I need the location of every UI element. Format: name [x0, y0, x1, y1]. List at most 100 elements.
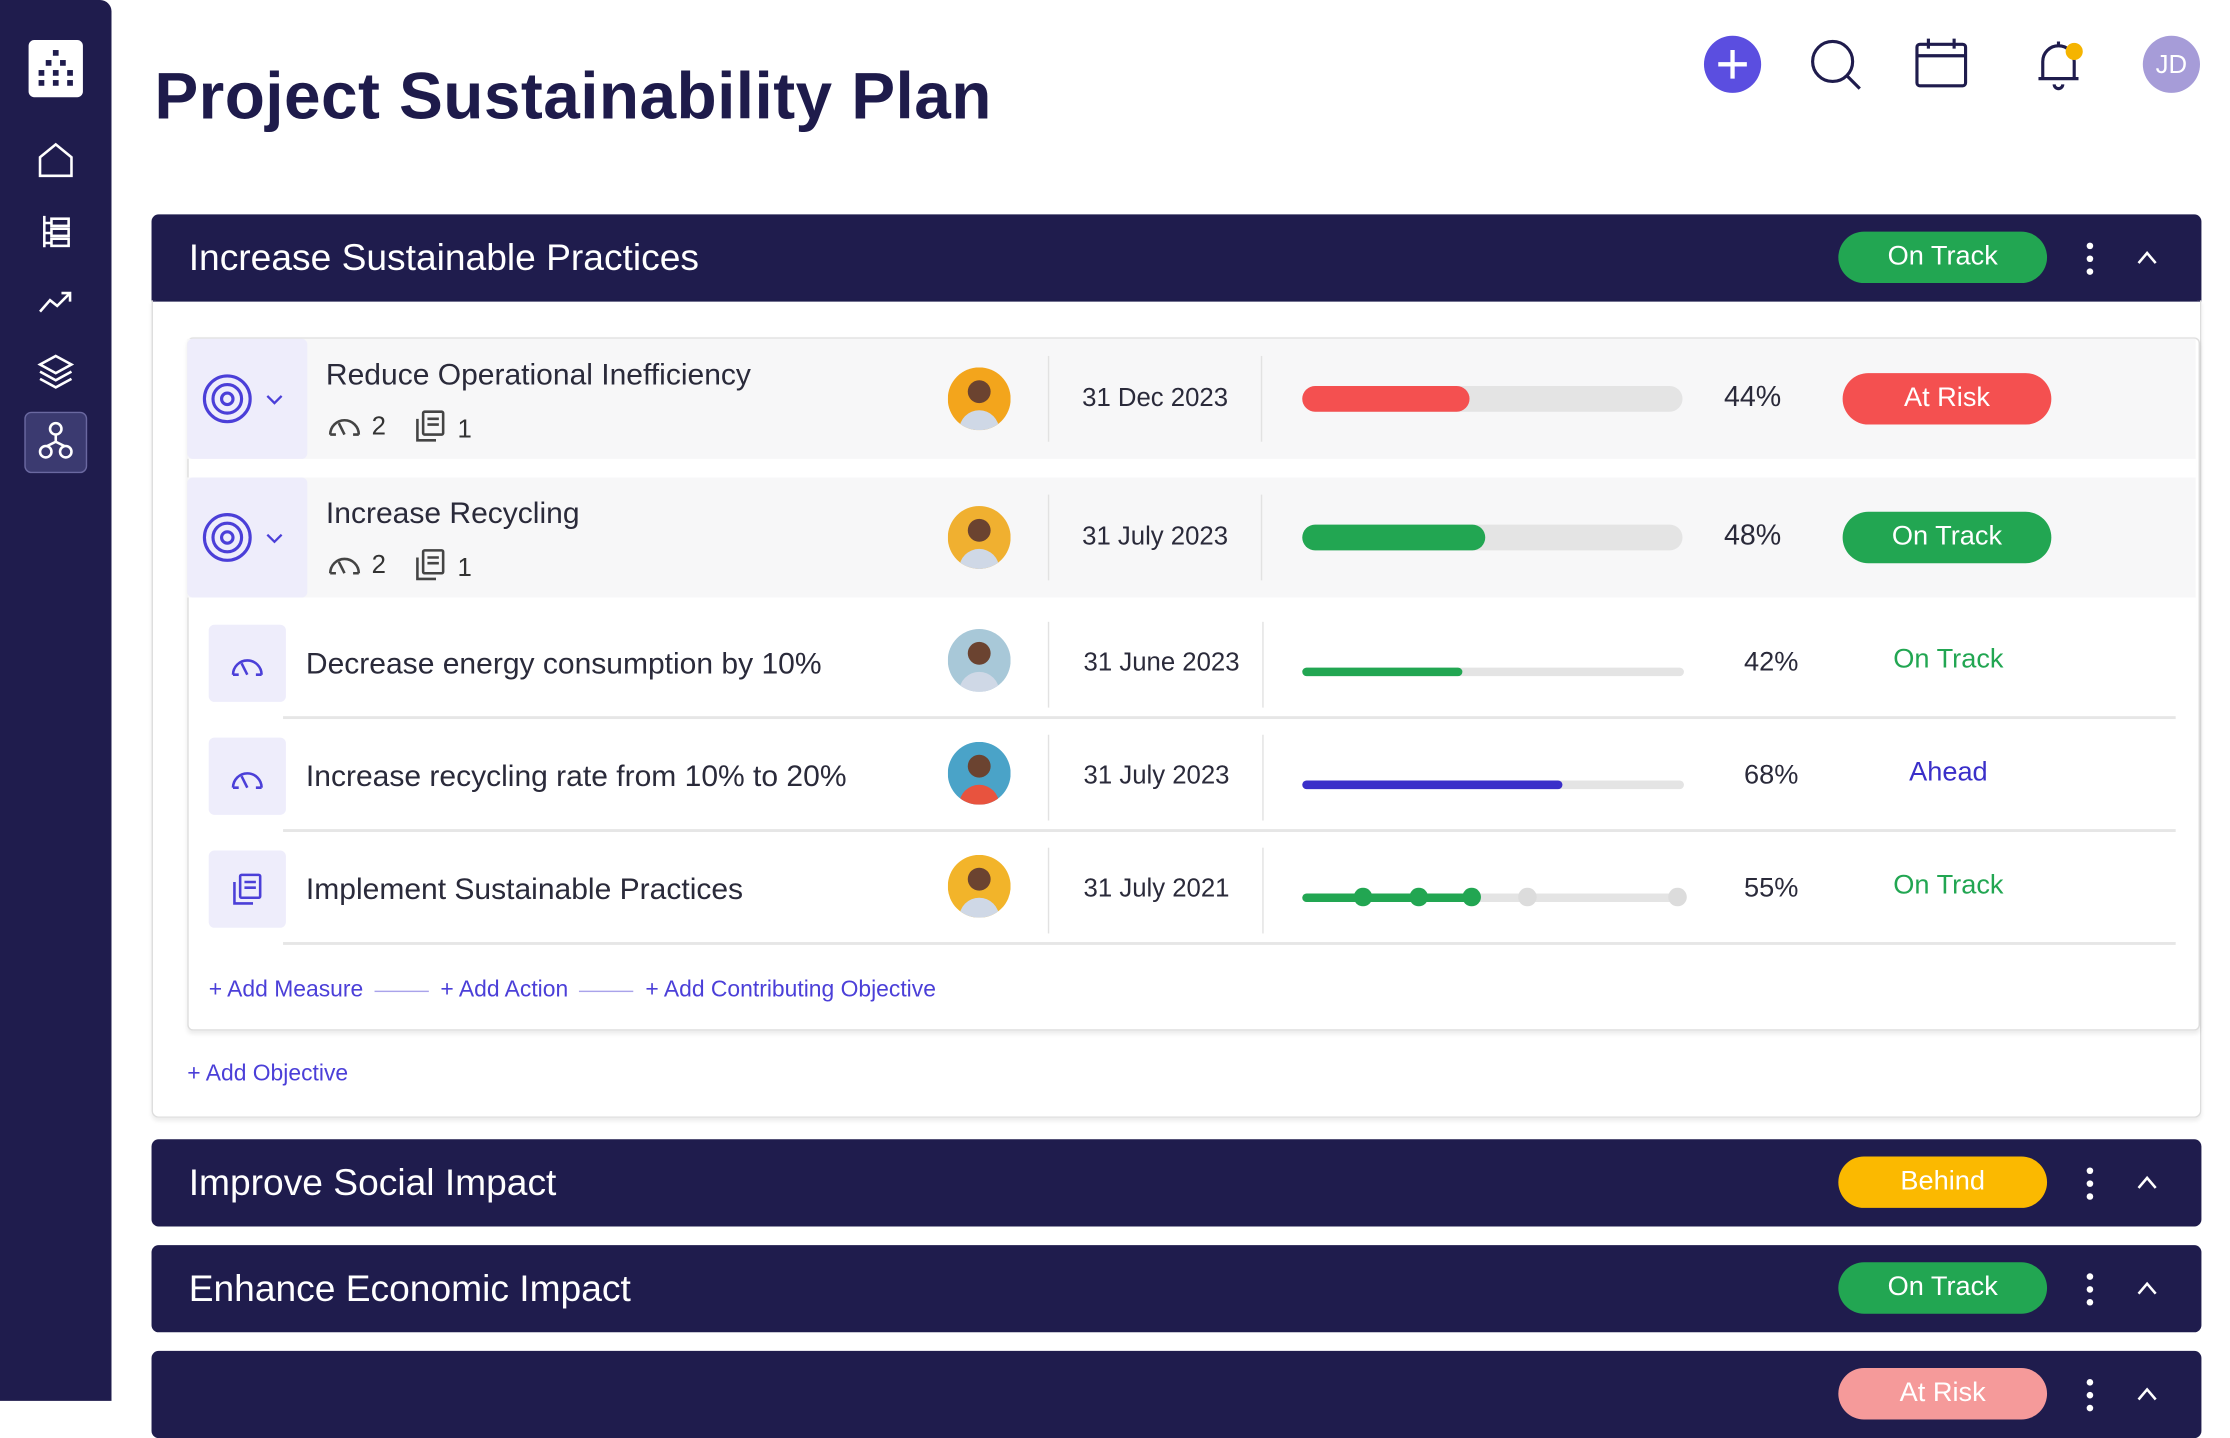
more-options-icon[interactable]	[2081, 1165, 2098, 1202]
status-badge: Behind	[1838, 1156, 2048, 1208]
more-options-icon[interactable]	[2081, 1377, 2098, 1414]
search-icon[interactable]	[1805, 34, 1865, 94]
due-date: 31 Dec 2023	[1082, 383, 1229, 412]
add-objective-link[interactable]: + Add Objective	[187, 1062, 349, 1087]
objective-row[interactable]: Increase Recycling 2 1 31 July 2023 48% …	[187, 477, 2196, 598]
status-label: On Track	[1893, 870, 2004, 901]
progress-fill	[1302, 524, 1485, 551]
add-contributing-objective-link[interactable]: + Add Contributing Objective	[645, 977, 936, 1003]
chevron-up-icon[interactable]	[2136, 1274, 2159, 1303]
progress-fill	[1302, 667, 1463, 677]
row-divider	[283, 829, 2176, 832]
action-count: 1	[412, 407, 472, 451]
owner-avatar[interactable]	[947, 854, 1011, 918]
milestone-dot[interactable]	[1353, 887, 1373, 907]
chevron-down-icon	[266, 395, 283, 405]
action-title: Implement Sustainable Practices	[305, 873, 744, 907]
add-button[interactable]	[1703, 34, 1763, 94]
owner-avatar[interactable]	[947, 506, 1011, 569]
add-links: + Add Measure + Add Action + Add Contrib…	[209, 978, 936, 1004]
status-badge: On Track	[1838, 231, 2048, 284]
list-tree-icon[interactable]	[34, 210, 77, 253]
measure-row[interactable]: Decrease energy consumption by 10% 31 Ju…	[208, 608, 2176, 720]
objective-title: Reduce Operational Inefficiency	[325, 358, 751, 392]
gauge-icon	[326, 407, 363, 446]
progress-bar	[1302, 780, 1684, 790]
chevron-up-icon[interactable]	[2136, 243, 2159, 272]
app-logo[interactable]	[28, 40, 83, 98]
row-divider	[283, 716, 2176, 720]
divider	[1260, 494, 1263, 581]
gauge-icon	[326, 546, 363, 585]
section-header[interactable]: Improve Social Impact Behind	[151, 1139, 2202, 1227]
progress-percent: 68%	[1743, 760, 1799, 791]
objective-expand-toggle[interactable]	[187, 477, 308, 598]
notifications-bell-icon[interactable]	[2028, 34, 2088, 94]
layers-icon[interactable]	[34, 349, 77, 392]
sidebar-item-hierarchy[interactable]	[24, 411, 88, 474]
measure-row[interactable]: Increase recycling rate from 10% to 20% …	[208, 720, 2176, 832]
due-date: 31 July 2021	[1083, 873, 1230, 903]
progress-percent: 44%	[1723, 381, 1782, 414]
progress-fill	[1302, 385, 1470, 412]
document-icon	[412, 546, 449, 590]
owner-avatar[interactable]	[947, 628, 1011, 692]
measure-icon-box	[208, 624, 286, 702]
measure-count: 2	[326, 546, 386, 585]
progress-fill	[1302, 780, 1562, 790]
calendar-icon[interactable]	[1911, 34, 1971, 94]
objective-expand-toggle[interactable]	[187, 338, 308, 459]
progress-percent: 55%	[1743, 873, 1799, 904]
section-title: Improve Social Impact	[188, 1160, 557, 1204]
section-header[interactable]: At Risk	[151, 1350, 2202, 1438]
measure-icon-box	[208, 737, 286, 815]
action-row[interactable]: Implement Sustainable Practices 31 July …	[208, 833, 2176, 945]
divider	[1047, 734, 1050, 821]
due-date: 31 July 2023	[1083, 760, 1230, 790]
milestone-dot[interactable]	[1409, 887, 1429, 907]
divider	[1260, 355, 1263, 442]
more-options-icon[interactable]	[2081, 1271, 2098, 1308]
progress-fill	[1302, 893, 1471, 903]
milestone-dot[interactable]	[1668, 887, 1687, 907]
objective-row[interactable]: Reduce Operational Inefficiency 2 1 31 D…	[187, 338, 2196, 459]
owner-avatar[interactable]	[947, 367, 1011, 431]
milestone-dot[interactable]	[1462, 887, 1481, 907]
section-body	[151, 300, 2202, 1118]
chevron-up-icon[interactable]	[2136, 1379, 2159, 1408]
divider	[1047, 494, 1050, 581]
add-measure-link[interactable]: + Add Measure	[208, 977, 364, 1003]
milestone-dot[interactable]	[1518, 887, 1537, 907]
status-label: Ahead	[1909, 757, 1988, 788]
due-date: 31 July 2023	[1082, 521, 1229, 551]
status-badge: At Risk	[1842, 373, 2052, 425]
progress-percent: 48%	[1723, 520, 1782, 552]
progress-bar	[1302, 524, 1683, 551]
status-badge: On Track	[1838, 1262, 2048, 1314]
progress-bar	[1302, 667, 1684, 677]
user-avatar[interactable]: JD	[2142, 35, 2201, 93]
objective-title: Increase Recycling	[325, 497, 580, 531]
more-options-icon[interactable]	[2081, 240, 2098, 277]
progress-percent: 42%	[1743, 647, 1799, 678]
divider	[1262, 734, 1264, 821]
home-icon[interactable]	[34, 139, 77, 182]
add-action-link[interactable]: + Add Action	[440, 977, 569, 1003]
divider	[1047, 355, 1050, 442]
row-divider	[283, 942, 2176, 945]
owner-avatar[interactable]	[947, 741, 1011, 805]
trend-icon[interactable]	[34, 280, 77, 323]
gauge-icon	[229, 648, 266, 687]
action-count: 1	[412, 546, 472, 590]
document-icon	[229, 871, 266, 915]
document-icon	[412, 407, 449, 451]
divider	[374, 989, 429, 992]
chevron-up-icon[interactable]	[2136, 1168, 2159, 1197]
section-header[interactable]: Increase Sustainable Practices On Track	[151, 214, 2202, 302]
action-icon-box	[208, 850, 286, 928]
section-title: Increase Sustainable Practices	[188, 235, 699, 279]
measure-title: Decrease energy consumption by 10%	[305, 647, 822, 681]
section-header[interactable]: Enhance Economic Impact On Track	[151, 1245, 2202, 1333]
divider	[1262, 621, 1264, 708]
target-icon	[202, 509, 259, 573]
